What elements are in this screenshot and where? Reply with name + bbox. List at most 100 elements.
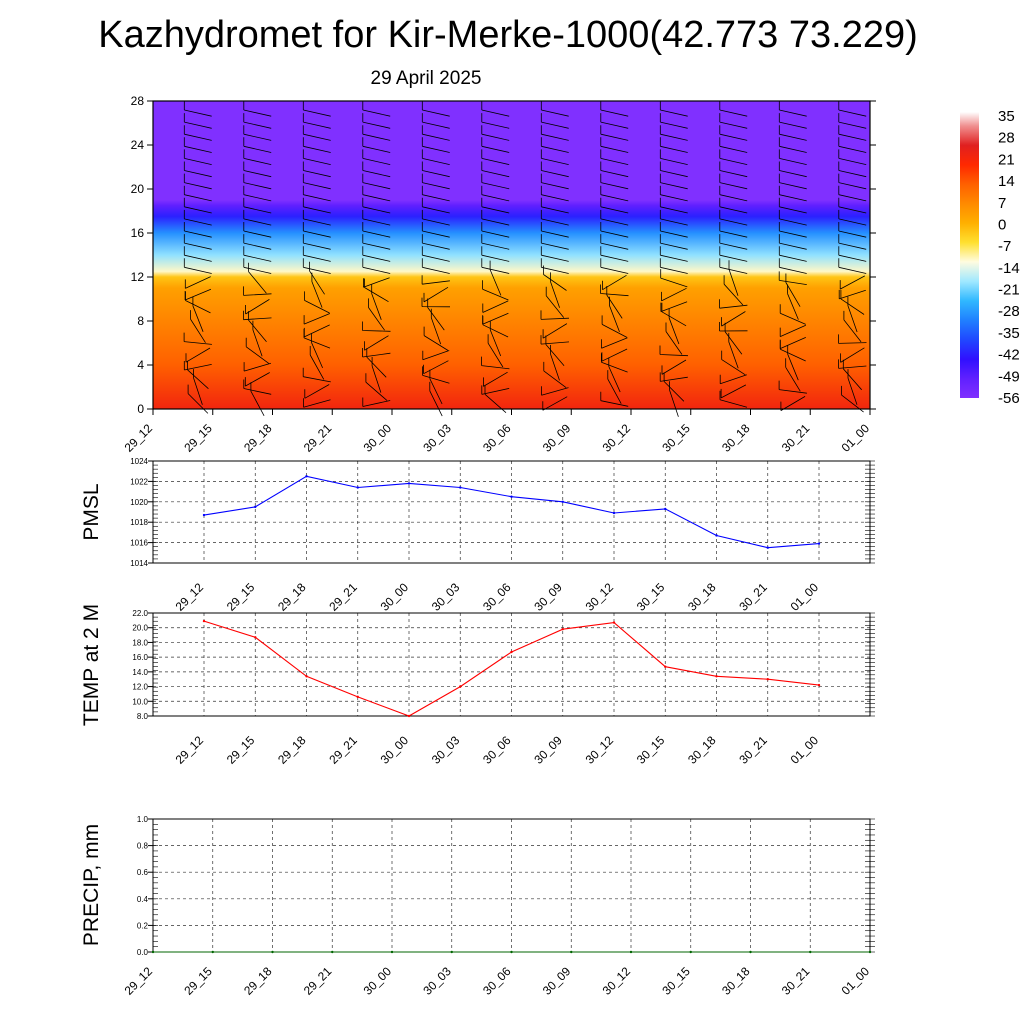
wind-barb bbox=[540, 310, 570, 320]
y-tick-label: 4 bbox=[137, 358, 144, 372]
data-point bbox=[510, 495, 513, 498]
wind-barb bbox=[838, 149, 867, 165]
wind-barb bbox=[421, 222, 450, 238]
wind-barb bbox=[778, 161, 807, 178]
colorbar-label: -7 bbox=[998, 238, 1011, 255]
wind-barb bbox=[429, 381, 443, 417]
wind-barb bbox=[184, 276, 211, 289]
wind-barb bbox=[661, 302, 687, 327]
wind-barb bbox=[483, 371, 508, 387]
wind-barb bbox=[719, 173, 748, 190]
wind-barb bbox=[185, 347, 211, 363]
x-tick-label: 30_00 bbox=[378, 733, 412, 767]
wind-barb bbox=[600, 234, 629, 250]
x-tick-label: 30_09 bbox=[531, 733, 565, 767]
x-tick-label: 30_12 bbox=[600, 964, 634, 998]
y-axis-label: PRECIP, mm bbox=[80, 824, 103, 946]
wind-barb bbox=[302, 149, 331, 165]
wind-barb bbox=[243, 246, 272, 262]
colorbar-label: -56 bbox=[998, 390, 1020, 407]
wind-barb bbox=[779, 304, 806, 325]
wind-barb bbox=[661, 359, 687, 375]
y-tick-label: 20 bbox=[131, 182, 145, 196]
wind-barb bbox=[659, 137, 688, 153]
data-point bbox=[809, 950, 812, 954]
y-tick-label: 8 bbox=[137, 314, 144, 328]
data-point bbox=[331, 950, 334, 954]
wind-barb bbox=[362, 113, 391, 129]
wind-barb bbox=[362, 222, 391, 238]
wind-barb bbox=[482, 300, 509, 313]
wind-barb bbox=[421, 185, 450, 202]
wind-barb bbox=[838, 359, 867, 369]
wind-barb bbox=[187, 360, 209, 389]
wind-barb bbox=[423, 360, 449, 375]
wind-barb bbox=[371, 357, 382, 393]
wind-barb bbox=[600, 258, 629, 274]
y-tick-label: 0.6 bbox=[137, 868, 149, 877]
wind-barb bbox=[422, 366, 450, 384]
x-tick-label: 30_18 bbox=[719, 964, 753, 998]
wind-barb bbox=[481, 137, 510, 153]
wind-barb bbox=[545, 335, 565, 366]
wind-barb bbox=[421, 137, 450, 153]
wind-barb bbox=[243, 362, 272, 372]
wind-barb bbox=[540, 197, 569, 214]
wind-barb bbox=[838, 125, 867, 141]
wind-barb bbox=[243, 197, 272, 214]
x-tick-label: 30_15 bbox=[634, 733, 668, 767]
wind-barb bbox=[723, 275, 744, 306]
wind-barb bbox=[659, 372, 688, 382]
wind-barb bbox=[843, 310, 862, 343]
x-tick-label: 29_15 bbox=[224, 580, 258, 614]
data-point bbox=[211, 950, 214, 954]
colorbar-label: -35 bbox=[998, 325, 1020, 342]
wind-barb bbox=[838, 222, 867, 238]
wind-barb bbox=[659, 185, 688, 202]
wind-barb bbox=[719, 222, 748, 238]
wind-barb bbox=[183, 332, 212, 345]
wind-barb bbox=[778, 185, 807, 202]
wind-barb bbox=[540, 173, 569, 190]
page-title: Kazhydromet for Kir-Merke-1000(42.773 73… bbox=[98, 14, 918, 56]
x-tick-label: 30_06 bbox=[480, 421, 514, 455]
wind-barb bbox=[600, 113, 629, 129]
wind-barb bbox=[421, 297, 451, 308]
wind-barb bbox=[422, 350, 450, 361]
wind-barb bbox=[482, 312, 509, 325]
wind-barb bbox=[302, 101, 331, 117]
wind-barb bbox=[778, 173, 807, 190]
data-point bbox=[510, 650, 513, 654]
wind-barb bbox=[721, 311, 746, 327]
wind-barb bbox=[481, 222, 510, 238]
wind-barb bbox=[183, 234, 212, 250]
wind-barb bbox=[787, 284, 799, 320]
x-tick-label: 29_18 bbox=[275, 733, 309, 767]
colorbar-label: -14 bbox=[998, 260, 1020, 277]
wind-barb bbox=[302, 173, 331, 190]
y-tick-label: 0.8 bbox=[137, 842, 149, 851]
data-point bbox=[766, 546, 769, 549]
wind-barb bbox=[302, 367, 331, 383]
wind-barb bbox=[421, 125, 450, 141]
wind-barb bbox=[481, 258, 510, 274]
wind-barb bbox=[659, 222, 688, 238]
wind-barb bbox=[541, 386, 569, 396]
x-tick-label: 29_15 bbox=[181, 964, 215, 998]
wind-barb bbox=[304, 384, 330, 399]
data-point bbox=[817, 542, 821, 545]
wind-barb bbox=[838, 197, 867, 214]
panel-frame bbox=[152, 460, 871, 564]
wind-barb bbox=[243, 258, 272, 274]
wind-barb bbox=[183, 185, 212, 202]
wind-barb bbox=[421, 197, 450, 214]
wind-barb bbox=[600, 161, 629, 178]
wind-barb bbox=[193, 369, 203, 405]
colorbar-gradient bbox=[960, 112, 979, 398]
data-point bbox=[612, 511, 616, 515]
wind-barb bbox=[363, 277, 390, 288]
wind-barb bbox=[600, 284, 629, 297]
data-point bbox=[817, 683, 821, 687]
wind-barb bbox=[302, 209, 331, 226]
wind-barb bbox=[183, 125, 212, 141]
